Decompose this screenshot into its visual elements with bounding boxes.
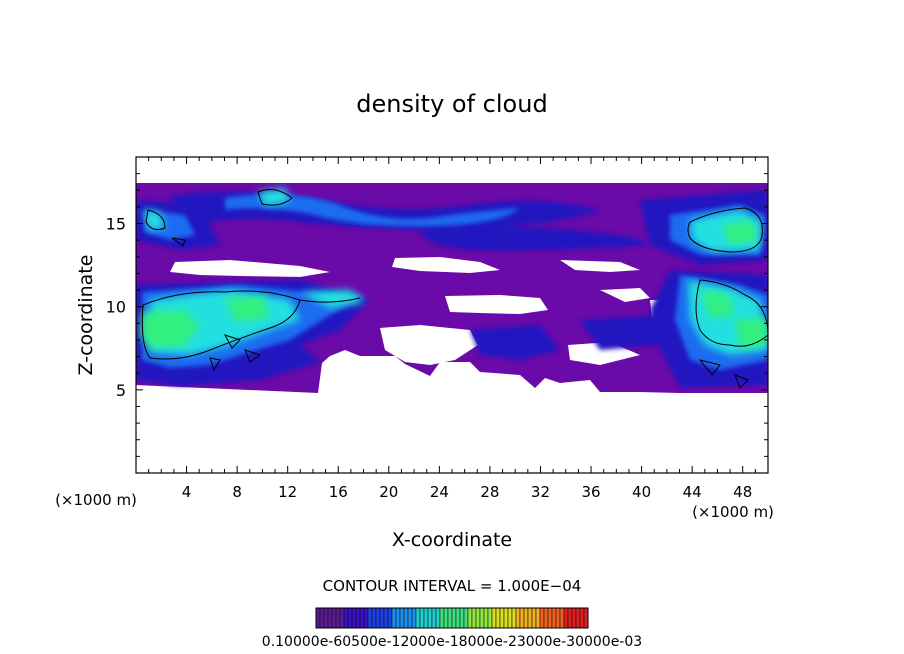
colorbar-swatch — [575, 607, 581, 629]
colorbar-swatch — [419, 607, 425, 629]
colorbar-swatch — [491, 607, 497, 629]
colorbar-swatch — [423, 607, 429, 629]
cloud-peak-density — [140, 220, 768, 348]
colorbar-swatch — [535, 607, 541, 629]
x-axis-unit: (×1000 m) — [692, 503, 774, 521]
x-tick-label: 4 — [182, 483, 192, 501]
colorbar-swatch — [527, 607, 533, 629]
colorbar-swatch — [327, 607, 333, 629]
colorbar-swatch — [507, 607, 513, 629]
colorbar-swatch — [511, 607, 517, 629]
colorbar-swatch — [351, 607, 357, 629]
x-tick-label: 16 — [329, 483, 348, 501]
colorbar-swatch — [475, 607, 481, 629]
y-axis-label: Z-coordinate — [75, 255, 97, 376]
colorbar-swatch — [551, 607, 557, 629]
colorbar-swatch — [495, 607, 501, 629]
colorbar-swatch — [339, 607, 345, 629]
colorbar-swatch — [567, 607, 573, 629]
axis-ticks — [136, 157, 768, 473]
colorbar-swatch — [383, 607, 389, 629]
x-tick-label: 24 — [430, 483, 449, 501]
colorbar-swatch — [431, 607, 437, 629]
x-tick-label: 28 — [480, 483, 499, 501]
x-tick-label: 36 — [581, 483, 600, 501]
colorbar-swatch — [359, 607, 365, 629]
colorbar-swatch — [499, 607, 505, 629]
colorbar-swatch — [395, 607, 401, 629]
colorbar-swatch — [519, 607, 525, 629]
colorbar-swatch — [467, 607, 473, 629]
colorbar-swatch — [555, 607, 561, 629]
colorbar-swatch — [367, 607, 373, 629]
colorbar-swatch — [543, 607, 549, 629]
x-tick-label: 12 — [278, 483, 297, 501]
colorbar-swatch — [403, 607, 409, 629]
x-tick-label: 48 — [733, 483, 752, 501]
colorbar-swatch — [559, 607, 565, 629]
cloud-density-field — [136, 183, 768, 393]
x-tick-label: 40 — [632, 483, 651, 501]
x-tick-label: 8 — [232, 483, 242, 501]
colorbar-swatch — [451, 607, 457, 629]
colorbar-swatch — [443, 607, 449, 629]
colorbar-labels: 0.10000e-60500e-12000e-18000e-23000e-300… — [262, 634, 642, 650]
colorbar — [315, 607, 589, 629]
colorbar-swatch — [323, 607, 329, 629]
colorbar-swatch — [355, 607, 361, 629]
colorbar-swatch — [503, 607, 509, 629]
x-tick-label: 32 — [531, 483, 550, 501]
colorbar-swatch — [399, 607, 405, 629]
colorbar-swatch — [315, 607, 321, 629]
chart-title: density of cloud — [356, 90, 547, 118]
colorbar-swatch — [583, 607, 589, 629]
colorbar-swatch — [415, 607, 421, 629]
colorbar-swatch — [375, 607, 381, 629]
colorbar-swatch — [483, 607, 489, 629]
y-axis-unit: (×1000 m) — [55, 491, 137, 509]
colorbar-swatch — [343, 607, 349, 629]
x-tick-label: 44 — [683, 483, 702, 501]
colorbar-swatch — [347, 607, 353, 629]
colorbar-swatch — [435, 607, 441, 629]
y-tick-label: 5 — [116, 381, 126, 400]
colorbar-swatch — [531, 607, 537, 629]
y-tick-label: 10 — [106, 298, 126, 317]
colorbar-swatch — [387, 607, 393, 629]
colorbar-swatch — [547, 607, 553, 629]
colorbar-swatch — [363, 607, 369, 629]
colorbar-swatch — [523, 607, 529, 629]
colorbar-swatch — [407, 607, 413, 629]
contour-lines — [141, 189, 768, 389]
contour-interval-label: CONTOUR INTERVAL = 1.000E−04 — [323, 577, 582, 595]
colorbar-swatch — [463, 607, 469, 629]
y-tick-label: 15 — [106, 215, 126, 234]
colorbar-swatch — [459, 607, 465, 629]
x-axis-label: X-coordinate — [392, 529, 512, 551]
colorbar-swatch — [579, 607, 585, 629]
colorbar-swatch — [411, 607, 417, 629]
colorbar-swatch — [479, 607, 485, 629]
colorbar-swatch — [563, 607, 569, 629]
colorbar-swatch — [391, 607, 397, 629]
colorbar-swatch — [471, 607, 477, 629]
colorbar-swatch — [439, 607, 445, 629]
colorbar-swatch — [571, 607, 577, 629]
colorbar-swatch — [335, 607, 341, 629]
colorbar-swatch — [455, 607, 461, 629]
colorbar-swatch — [319, 607, 325, 629]
colorbar-swatch — [427, 607, 433, 629]
colorbar-swatch — [515, 607, 521, 629]
colorbar-swatch — [447, 607, 453, 629]
colorbar-swatch — [331, 607, 337, 629]
colorbar-swatch — [539, 607, 545, 629]
colorbar-swatch — [487, 607, 493, 629]
colorbar-swatch — [371, 607, 377, 629]
colorbar-frame — [315, 607, 589, 629]
x-tick-label: 20 — [379, 483, 398, 501]
colorbar-swatch — [379, 607, 385, 629]
